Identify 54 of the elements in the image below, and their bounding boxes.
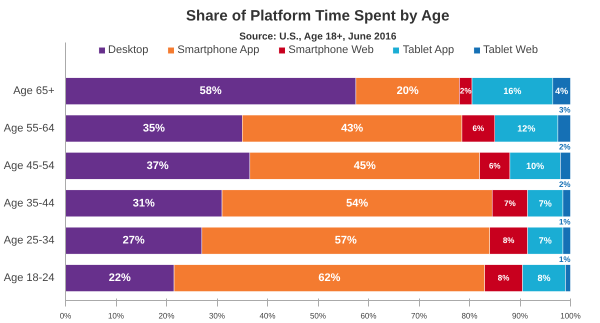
y-tick-label: Age 65+: [13, 85, 55, 98]
data-label: 16%: [503, 86, 522, 96]
data-label: 54%: [346, 197, 368, 210]
legend-label: Smartphone Web: [288, 44, 374, 56]
data-label: 7%: [538, 198, 552, 208]
chart-subtitle: Source: U.S., Age 18+, June 2016: [239, 32, 397, 42]
legend-label: Desktop: [108, 44, 148, 56]
y-tick-label: Age 35-44: [4, 197, 55, 210]
x-tick-label: 20%: [158, 312, 175, 320]
data-label: 6%: [472, 124, 484, 133]
data-label: 31%: [132, 197, 155, 210]
data-label: 2%: [460, 86, 472, 96]
x-tick-label: 40%: [259, 312, 276, 320]
y-tick-label: Age 45-54: [4, 160, 55, 172]
data-label: 6%: [488, 161, 501, 170]
legend-label: Smartphone App: [177, 44, 260, 56]
data-label: 8%: [498, 274, 510, 283]
data-label: 57%: [334, 234, 357, 247]
data-label: 8%: [537, 273, 550, 284]
data-label: 2%: [558, 180, 570, 190]
y-tick-label: Age 55-64: [4, 122, 55, 134]
data-label: 10%: [526, 160, 544, 171]
x-tick-label: 60%: [360, 312, 377, 320]
x-tick-label: 30%: [208, 312, 226, 320]
x-tick-label: 90%: [512, 312, 528, 320]
x-tick-label: 100%: [560, 312, 581, 320]
chart-title: Share of Platform Time Spent by Age: [186, 8, 450, 24]
data-label: 7%: [538, 236, 552, 246]
y-tick-label: Age 25-34: [4, 234, 55, 247]
data-label: 12%: [517, 124, 536, 134]
legend-label: Tablet Web: [483, 44, 538, 56]
data-label: 3%: [558, 105, 570, 114]
data-label: 1%: [558, 254, 570, 264]
data-label: 7%: [504, 198, 516, 208]
legend-label: Tablet App: [402, 44, 454, 56]
data-label: 20%: [396, 85, 419, 98]
data-label: 1%: [558, 217, 570, 226]
data-label: 45%: [354, 160, 376, 172]
data-label: 27%: [122, 234, 145, 247]
data-label: 58%: [200, 85, 222, 98]
data-label: 4%: [555, 86, 568, 96]
x-tick-label: 80%: [461, 312, 478, 320]
data-label: 2%: [558, 142, 570, 152]
x-tick-label: 10%: [108, 312, 124, 320]
data-label: 62%: [318, 272, 341, 284]
x-tick-label: 0%: [60, 312, 72, 320]
data-label: 43%: [341, 122, 364, 134]
data-label: 37%: [146, 160, 169, 172]
y-tick-label: Age 18-24: [4, 272, 55, 284]
x-tick-label: 70%: [410, 312, 428, 320]
data-label: 35%: [142, 122, 166, 134]
data-label: 22%: [108, 272, 132, 284]
data-label: 8%: [502, 236, 514, 246]
x-tick-label: 50%: [310, 312, 326, 320]
